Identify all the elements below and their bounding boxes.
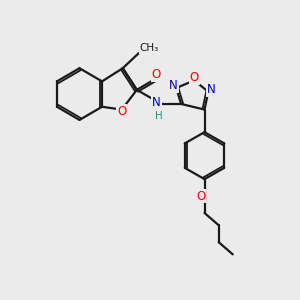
Text: O: O (152, 68, 160, 81)
Text: CH₃: CH₃ (140, 43, 159, 53)
Text: O: O (117, 105, 126, 118)
Text: N: N (152, 96, 161, 109)
Text: H: H (155, 111, 163, 121)
Text: N: N (207, 83, 216, 96)
Text: O: O (196, 190, 206, 202)
Text: O: O (190, 71, 199, 84)
Text: N: N (169, 79, 178, 92)
